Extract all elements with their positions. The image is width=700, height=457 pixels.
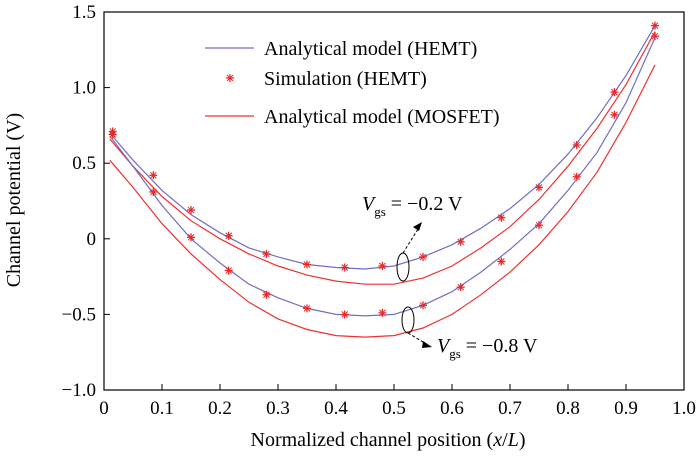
annotation-label-lower: Vgs = −0.8 V <box>437 335 538 361</box>
series-line-analytical-model-mosfet-vgs0.2 <box>109 31 656 285</box>
x-tick-label: 0 <box>99 398 109 419</box>
data-point-simulation-hemt-vgs0.8 <box>378 308 387 317</box>
x-tick-label: 0.9 <box>614 398 638 419</box>
y-tick-label: 1.0 <box>72 78 96 99</box>
data-point-simulation-hemt-vgs0.8 <box>456 283 465 292</box>
x-tick-label: 0.6 <box>440 398 464 419</box>
annotation-arrowhead-upper <box>413 222 422 231</box>
data-point-simulation-hemt-vgs0.8 <box>497 257 506 266</box>
data-point-simulation-hemt-vgs0.2 <box>572 141 581 150</box>
data-point-simulation-hemt-vgs0.2 <box>187 206 195 215</box>
data-point-simulation-hemt-vgs0.8 <box>224 266 233 275</box>
x-tick-label: 0.7 <box>498 398 522 419</box>
annotation-arrow-upper <box>402 225 421 254</box>
data-point-simulation-hemt-vgs0.8 <box>419 301 427 310</box>
y-axis-ticks: −1.0 −0.5 0 0.5 1.0 1.5 <box>62 2 110 401</box>
annotation-ellipse-lower <box>401 306 415 334</box>
series-layer <box>108 21 659 338</box>
annotation-vgs-minus-0.2: Vgs = −0.2 V <box>362 193 463 282</box>
data-point-simulation-hemt-vgs0.8 <box>651 32 659 41</box>
x-tick-label: 1.0 <box>672 398 696 419</box>
data-point-simulation-hemt-vgs0.8 <box>340 310 349 319</box>
data-point-simulation-hemt-vgs0.2 <box>535 183 543 192</box>
x-axis-ticks: 0 0.1 0.2 0.3 0.4 0.5 0.6 0.7 0.8 0.9 1.0 <box>99 384 696 419</box>
data-point-simulation-hemt-vgs0.2 <box>456 237 465 246</box>
data-point-simulation-hemt-vgs0.2 <box>262 249 271 258</box>
data-point-simulation-hemt-vgs0.2 <box>378 262 387 271</box>
series-line-analytical-model-hemt-vgs0.2 <box>109 25 656 270</box>
data-point-simulation-hemt-vgs0.2 <box>224 231 233 240</box>
x-tick-label: 0.4 <box>324 398 348 419</box>
data-point-simulation-hemt-vgs0.8 <box>535 221 543 230</box>
data-point-simulation-hemt-vgs0.2 <box>340 263 349 272</box>
data-point-simulation-hemt-vgs0.2 <box>497 213 506 222</box>
data-point-simulation-hemt-vgs0.8 <box>262 290 271 299</box>
legend-label-hemt-model: Analytical model (HEMT) <box>264 38 477 60</box>
y-tick-label: 0.5 <box>72 153 96 174</box>
x-tick-label: 0.5 <box>382 398 406 419</box>
data-point-simulation-hemt-vgs0.2 <box>651 21 659 30</box>
y-tick-label: 1.5 <box>72 2 96 23</box>
data-point-simulation-hemt-vgs0.8 <box>303 304 311 313</box>
data-point-simulation-hemt-vgs0.8 <box>572 172 581 181</box>
annotation-arrowhead-lower <box>422 341 432 348</box>
data-point-simulation-hemt-vgs0.8 <box>187 233 195 242</box>
annotation-ellipse-upper <box>396 252 410 282</box>
annotation-label-upper: Vgs = −0.2 V <box>362 193 463 219</box>
x-tick-label: 0.2 <box>208 398 232 419</box>
y-tick-label: 0 <box>87 229 97 250</box>
x-tick-label: 0.1 <box>150 398 174 419</box>
legend-swatch-simulation <box>226 74 234 82</box>
data-point-simulation-hemt-vgs0.2 <box>149 171 158 180</box>
data-point-simulation-hemt-vgs0.2 <box>419 252 427 261</box>
x-tick-label: 0.3 <box>266 398 290 419</box>
data-point-simulation-hemt-vgs0.8 <box>149 187 158 196</box>
legend-label-mosfet-model: Analytical model (MOSFET) <box>264 106 500 128</box>
data-point-simulation-hemt-vgs0.8 <box>610 110 619 119</box>
legend-label-simulation: Simulation (HEMT) <box>264 68 427 90</box>
data-point-simulation-hemt-vgs0.2 <box>610 88 619 97</box>
y-axis-label: Channel potential (V) <box>3 113 25 287</box>
y-tick-label: −1.0 <box>62 380 96 401</box>
x-axis-label: Normalized channel position (x/L) <box>251 429 526 451</box>
legend-marker-star <box>226 74 234 82</box>
series-line-analytical-model-mosfet-vgs0.8 <box>109 64 656 338</box>
data-point-simulation-hemt-vgs0.8 <box>108 130 117 139</box>
data-point-simulation-hemt-vgs0.2 <box>303 260 311 269</box>
y-tick-label: −0.5 <box>62 304 96 325</box>
annotation-vgs-minus-0.8: Vgs = −0.8 V <box>401 306 538 361</box>
x-tick-label: 0.8 <box>556 398 580 419</box>
legend: Analytical model (HEMT) Simulation (HEMT… <box>205 38 500 128</box>
annotation-arrow-lower <box>407 332 429 346</box>
